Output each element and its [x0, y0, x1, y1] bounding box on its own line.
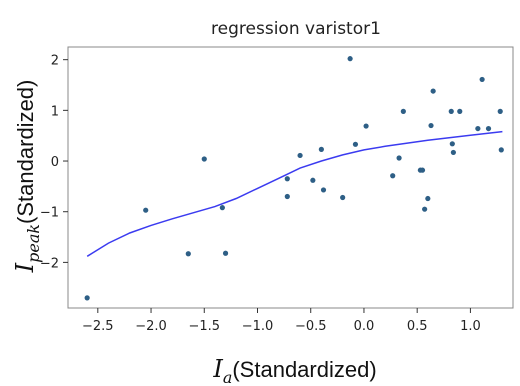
- data-point: [448, 108, 454, 114]
- data-point: [347, 56, 353, 62]
- data-point: [390, 173, 396, 179]
- x-tick-label: −2.5: [82, 319, 114, 334]
- y-axis: 2 1 0 −1 −2: [40, 54, 68, 271]
- data-point: [340, 194, 346, 201]
- y-tick-label: 2: [51, 54, 59, 69]
- data-points: [84, 56, 504, 301]
- data-point: [352, 141, 359, 147]
- x-tick-label: 0.0: [354, 319, 375, 334]
- regression-line: [86, 130, 503, 257]
- x-axis-label: Ia(Standardized): [212, 355, 376, 386]
- data-point: [449, 141, 455, 147]
- x-tick-label: −1.5: [188, 319, 220, 334]
- x-tick-label: −1.0: [242, 319, 274, 334]
- y-tick-label: −1: [40, 206, 59, 221]
- data-point: [143, 207, 149, 213]
- y-tick-label: 1: [51, 104, 59, 119]
- data-point: [297, 152, 303, 159]
- data-point: [284, 176, 290, 182]
- y-axis-label-sub: peak: [24, 224, 43, 263]
- y-axis-label-suffix: (Standardized): [13, 80, 38, 224]
- x-axis-label-main: I: [212, 355, 223, 383]
- x-tick-label: −0.5: [295, 319, 327, 334]
- y-tick-label: 0: [51, 155, 59, 170]
- data-point: [400, 108, 406, 114]
- data-point: [497, 108, 503, 114]
- data-point: [320, 187, 327, 193]
- x-axis-label-sub: a: [223, 368, 233, 386]
- data-point: [479, 76, 485, 83]
- x-axis-label-suffix: (Standardized): [232, 357, 376, 382]
- y-axis-label: Ipeak(Standardized): [11, 80, 43, 274]
- data-point: [84, 295, 90, 301]
- data-point: [396, 155, 402, 161]
- x-tick-label: −2.0: [135, 319, 167, 334]
- data-point: [219, 205, 225, 211]
- data-point: [201, 156, 207, 162]
- chart-title: regression varistor1: [211, 19, 381, 39]
- data-point: [422, 206, 428, 212]
- data-point: [222, 250, 229, 256]
- data-point: [425, 195, 431, 202]
- data-point: [363, 123, 369, 129]
- x-axis: −2.5 −2.0 −1.5 −1.0 −0.5 0.0 0.5 1.0: [82, 308, 481, 334]
- y-tick-label: −2: [40, 256, 59, 271]
- data-point: [284, 193, 290, 200]
- data-point: [498, 147, 504, 153]
- data-point: [430, 88, 436, 94]
- data-point: [419, 167, 426, 173]
- data-point: [457, 108, 463, 114]
- x-tick-label: 1.0: [460, 319, 481, 334]
- data-point: [185, 251, 191, 257]
- data-point: [428, 122, 434, 129]
- data-point: [450, 149, 456, 156]
- data-point: [485, 125, 492, 132]
- x-tick-label: 0.5: [407, 319, 428, 334]
- data-point: [475, 125, 481, 132]
- y-axis-label-main: I: [11, 262, 39, 273]
- plot-frame: [67, 46, 514, 309]
- data-point: [318, 146, 324, 152]
- data-point: [310, 177, 316, 183]
